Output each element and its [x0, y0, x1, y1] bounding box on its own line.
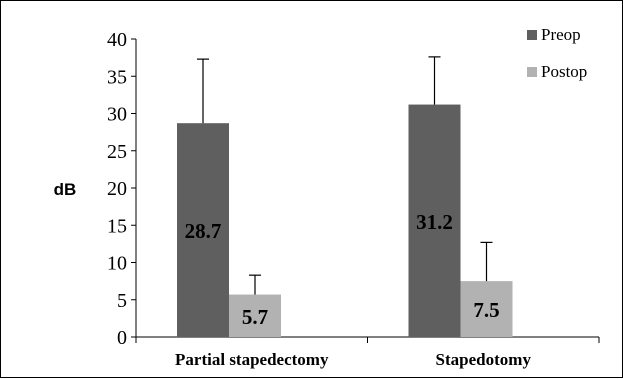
x-category-label: Stapedotomy: [436, 350, 532, 369]
y-tick-label: 40: [107, 29, 127, 51]
bar-postop-2: [460, 281, 513, 337]
bar-preop-1: [177, 123, 229, 337]
y-tick-label: 15: [107, 215, 127, 237]
bar-preop-2: [408, 104, 461, 337]
data-label: 28.7: [185, 219, 222, 243]
legend-label-preop: Preop: [541, 25, 581, 44]
y-tick-label: 5: [117, 290, 127, 312]
y-tick-label: 25: [107, 141, 127, 163]
bars: 28.7 5.7 31.2 7.5: [177, 56, 513, 337]
y-tick-label: 0: [117, 327, 127, 349]
data-label: 5.7: [242, 305, 268, 329]
data-label: 31.2: [416, 210, 453, 234]
legend-swatch-postop: [527, 67, 537, 77]
y-tick-label: 10: [107, 253, 127, 275]
legend-label-postop: Postop: [541, 62, 587, 81]
axes: 0 5 10 15 20 25 30 35 40 Partial stapedectomy Stap…: [107, 29, 600, 369]
y-tick-label: 35: [107, 66, 127, 88]
data-label: 7.5: [473, 298, 499, 322]
bar-postop-1: [229, 294, 281, 337]
legend: Preop Postop: [527, 25, 587, 81]
y-axis-label: dB: [54, 180, 77, 199]
y-tick-label: 30: [107, 104, 127, 126]
x-category-label: Partial stapedectomy: [175, 350, 329, 369]
y-tick-label: 20: [107, 178, 127, 200]
legend-swatch-preop: [527, 30, 537, 40]
